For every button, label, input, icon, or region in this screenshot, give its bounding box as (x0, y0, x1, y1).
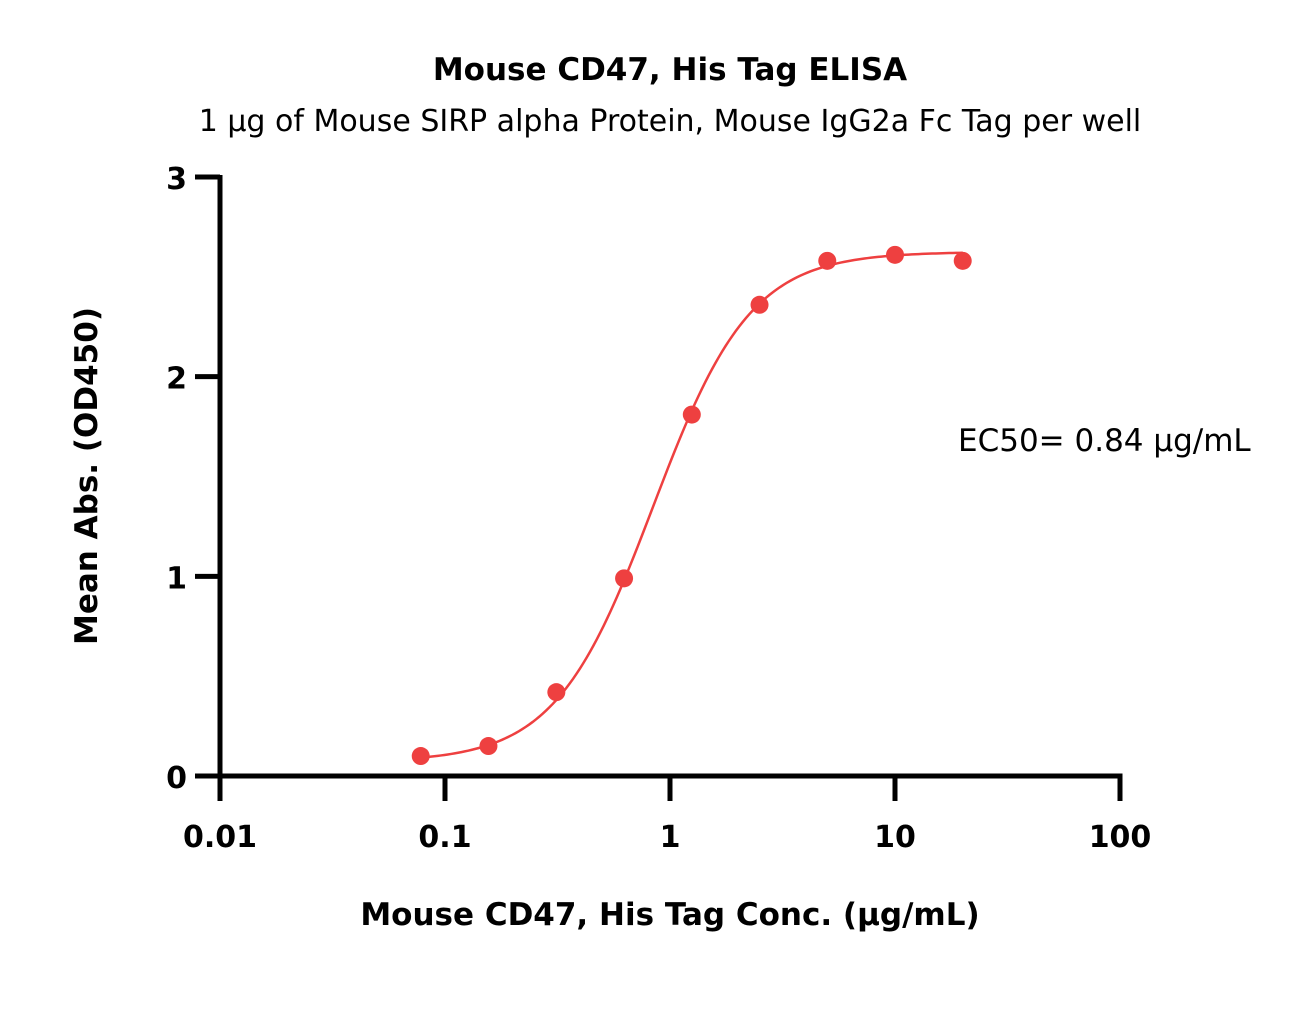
fit-curve (420, 251, 963, 759)
ec50-annotation: EC50= 0.84 μg/mL (958, 423, 1251, 459)
data-point-7 (818, 251, 837, 270)
x-axis-label: Mouse CD47, His Tag Conc. (μg/mL) (360, 897, 979, 933)
y-tick-label-0: 0 (166, 761, 187, 796)
data-point-9 (953, 251, 972, 270)
data-point-8 (886, 245, 904, 264)
y-tick-label-3: 3 (166, 162, 187, 197)
data-points (411, 245, 972, 766)
y-tick-label-2: 2 (166, 362, 187, 397)
y-axis-label: Mean Abs. (OD450) (69, 307, 105, 645)
data-point-5 (682, 405, 701, 424)
chart-subtitle: 1 μg of Mouse SIRP alpha Protein, Mouse … (199, 104, 1142, 139)
axes (217, 175, 1123, 779)
x-tick-label-0.01: 0.01 (183, 820, 257, 855)
x-tick-label-10: 10 (874, 820, 916, 855)
tick-marks (195, 174, 1123, 801)
y-tick-label-1: 1 (166, 561, 187, 596)
data-point-2 (479, 737, 498, 756)
x-tick-label-100: 100 (1089, 820, 1152, 855)
data-point-3 (547, 683, 566, 702)
chart-title: Mouse CD47, His Tag ELISA (433, 52, 907, 88)
data-point-6 (750, 295, 769, 314)
tick-labels: 0 1 2 3 0.01 0.1 1 10 100 (166, 162, 1151, 855)
x-tick-label-0.1: 0.1 (418, 820, 471, 855)
data-point-1 (411, 747, 430, 766)
data-point-4 (615, 569, 634, 588)
x-tick-label-1: 1 (660, 820, 681, 855)
